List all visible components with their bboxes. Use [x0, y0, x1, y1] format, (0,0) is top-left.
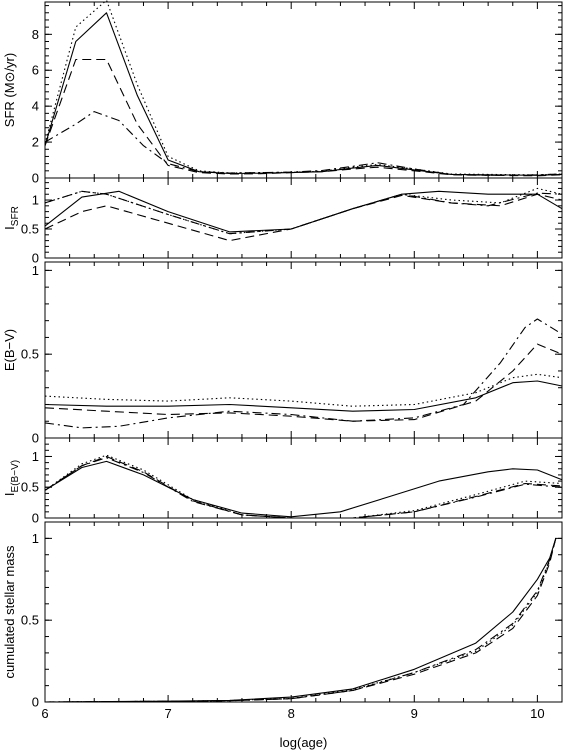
y-tick-label: 0.5 — [21, 613, 39, 628]
y-tick-label: 2 — [32, 135, 39, 150]
series-line-dashdot — [44, 457, 563, 519]
series-line-dashed — [44, 538, 557, 703]
panel-frame — [44, 521, 563, 703]
y-tick-label: 0 — [32, 251, 39, 266]
series-line-dashed — [44, 58, 563, 177]
panel-iebv: 0 0.5 1 IE(B−V) — [2, 437, 563, 526]
series-line-dashdot — [44, 190, 563, 235]
series-line-dotted — [44, 454, 563, 519]
panel-isfr: 0 0.5 1 ISFR — [2, 177, 563, 266]
x-tick-label: 9 — [411, 706, 418, 721]
y-tick-label: 0 — [32, 431, 39, 446]
y-tick-label: 4 — [32, 99, 39, 114]
panel-ebv: 0 0.5 1 E(B−V) — [2, 261, 563, 446]
series-line-solid — [44, 380, 563, 412]
y-axis-label: IE(B−V) — [2, 460, 21, 496]
series-line-solid — [44, 538, 557, 703]
series-line-solid — [44, 190, 563, 233]
panel-sfr: 0 2 4 6 8 SFR (M⊙/yr) — [2, 0, 563, 186]
series-line-dashed — [44, 455, 563, 519]
series-line-dotted — [44, 0, 563, 176]
y-axis-label: SFR (M⊙/yr) — [2, 53, 17, 127]
y-tick-label: 0.5 — [21, 222, 39, 237]
series-line-solid — [44, 460, 563, 518]
y-tick-label: 0 — [32, 171, 39, 186]
y-axis-label: ISFR — [2, 206, 21, 230]
x-tick-label: 6 — [41, 706, 48, 721]
series-line-dotted — [44, 187, 563, 235]
x-axis-label: log(age) — [280, 735, 328, 750]
series-line-dotted — [44, 538, 557, 703]
panel-frame — [44, 1, 563, 179]
y-tick-label: 0.5 — [21, 347, 39, 362]
series-line-dotted — [44, 373, 563, 407]
y-tick-label: 0 — [32, 695, 39, 710]
y-tick-label: 1 — [32, 263, 39, 278]
series-line-dashdot — [44, 318, 563, 429]
y-axis-label: E(B−V) — [2, 329, 17, 371]
panel-frame — [44, 437, 563, 519]
y-tick-label: 8 — [32, 27, 39, 42]
y-tick-label: 6 — [32, 63, 39, 78]
y-tick-label: 1 — [32, 193, 39, 208]
x-tick-label: 10 — [530, 706, 544, 721]
y-tick-label: 0.5 — [21, 480, 39, 495]
x-tick-label: 7 — [164, 706, 171, 721]
y-tick-label: 1 — [32, 449, 39, 464]
y-axis-label: cumulated stellar mass — [2, 545, 17, 678]
panel-mass: 0 0.5 1 cumulated stellar mass — [2, 521, 563, 710]
x-tick-label: 8 — [288, 706, 295, 721]
series-line-dashed — [44, 193, 563, 242]
y-tick-label: 0 — [32, 511, 39, 526]
series-line-dashed — [44, 343, 563, 422]
series-line-dashdot — [44, 538, 557, 703]
panel-frame — [44, 177, 563, 259]
y-tick-label: 1 — [32, 531, 39, 546]
series-line-dashdot — [44, 111, 563, 176]
